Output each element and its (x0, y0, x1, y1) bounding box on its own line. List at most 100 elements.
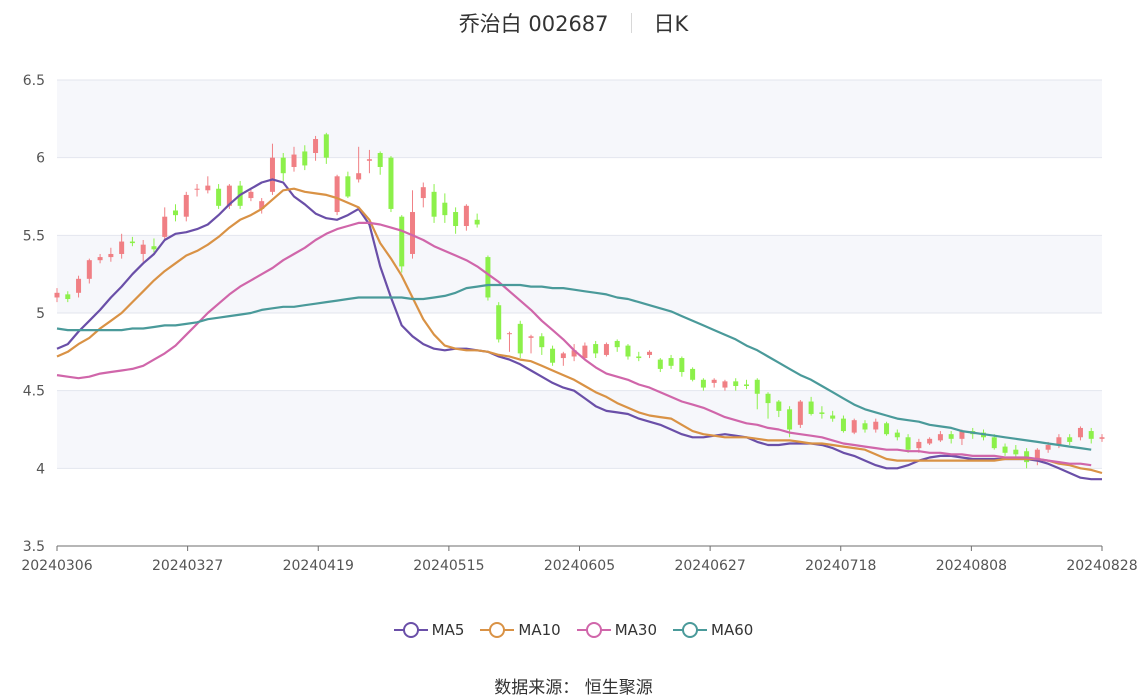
candle-body (560, 353, 566, 359)
candle-body (291, 154, 297, 167)
candle-body (1099, 437, 1105, 439)
candle-body (463, 205, 469, 227)
series-line-ma30 (56, 221, 1092, 467)
candle (560, 351, 566, 366)
candle-body (108, 253, 114, 258)
candle-body (647, 351, 653, 355)
candle-body (830, 415, 836, 419)
candle-body (991, 437, 997, 449)
data-source: 数据来源： 恒生聚源 (0, 673, 1147, 698)
candle (808, 396, 814, 416)
candle-body (313, 139, 319, 154)
candle-body (323, 134, 329, 158)
candle-body (248, 191, 254, 199)
candle-body (722, 381, 728, 388)
candle-body (194, 188, 200, 190)
candle (97, 253, 103, 264)
candle (76, 275, 82, 298)
grid-band (57, 80, 1102, 158)
candle (722, 379, 728, 391)
candle (528, 334, 534, 354)
candle-body (1002, 446, 1008, 453)
candle (323, 132, 329, 164)
candle-body (65, 294, 71, 300)
candle (291, 146, 297, 172)
x-tick-label: 20240306 (21, 558, 92, 574)
x-tick-label: 20240808 (936, 558, 1007, 574)
candle-body (356, 173, 362, 180)
candle (453, 207, 459, 234)
candle-body (151, 246, 157, 250)
candle-body (873, 421, 879, 430)
legend-ma5-label: MA5 (431, 621, 465, 639)
candle (463, 204, 469, 231)
candle (496, 302, 502, 343)
candle (668, 354, 674, 369)
candle (1034, 448, 1040, 466)
candle (129, 236, 135, 247)
legend-item-ma30[interactable]: MA30 (576, 620, 657, 640)
candle (216, 184, 222, 209)
candle-body (76, 278, 82, 293)
candle (550, 345, 556, 366)
candle (840, 415, 846, 433)
candle-body (431, 191, 437, 217)
candle (410, 190, 416, 259)
candle-body (86, 260, 92, 279)
candle (657, 358, 663, 373)
candle-body (97, 257, 103, 261)
candle-body (280, 157, 286, 174)
title-separator (630, 13, 632, 33)
candle-body (862, 423, 868, 430)
grid-band (57, 390, 1102, 469)
candle-body (657, 359, 663, 369)
candle-body (1056, 437, 1062, 446)
candle (927, 437, 933, 446)
candle (54, 288, 60, 303)
candle-body (1034, 449, 1040, 461)
candle-body (840, 418, 846, 432)
candle-body (129, 241, 135, 244)
candle-body (140, 244, 146, 254)
legend-item-ma60[interactable]: MA60 (673, 620, 753, 640)
legend-ma5-marker (393, 620, 428, 640)
candle (884, 421, 890, 436)
source-label: 数据来源： (494, 678, 580, 698)
x-tick-label: 20240419 (283, 558, 354, 574)
candle-body (216, 188, 222, 206)
candle (1099, 434, 1105, 442)
candle-body (711, 379, 717, 383)
period-label: 日K (653, 12, 689, 36)
candle-body (733, 381, 739, 387)
candle-body (366, 159, 372, 161)
candle (506, 331, 512, 352)
legend-item-ma5[interactable]: MA5 (393, 620, 465, 640)
candle-body (226, 185, 232, 206)
candle-body (506, 333, 512, 335)
candle (431, 184, 437, 223)
legend-item-ma10[interactable]: MA10 (480, 620, 561, 640)
candle (905, 434, 911, 453)
candle (259, 198, 265, 214)
candle-body (905, 437, 911, 450)
candle (248, 188, 254, 202)
candle-body (851, 420, 857, 433)
legend-ma60-marker (673, 620, 708, 640)
candle-body (1045, 445, 1051, 450)
grid-band (57, 235, 1102, 313)
candle-body (119, 241, 125, 254)
candle (948, 431, 954, 444)
candle (937, 431, 943, 442)
candle-body (302, 151, 308, 166)
candle-body (668, 358, 674, 366)
candle (474, 213, 480, 228)
candle-body (442, 202, 448, 216)
candle-body (776, 401, 782, 411)
candle (356, 146, 362, 183)
candle-body (593, 344, 599, 354)
candle (86, 258, 92, 284)
y-tick-label: 6 (36, 151, 45, 167)
candle-body (927, 438, 933, 444)
candle-body (797, 401, 803, 425)
candle-body (636, 356, 642, 359)
